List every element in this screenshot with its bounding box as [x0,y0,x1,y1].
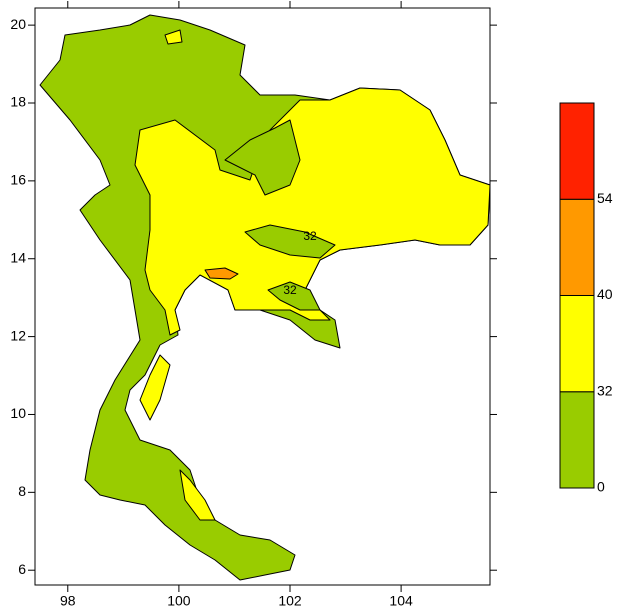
land-region [204,267,239,280]
colorbar-label: 40 [597,286,613,302]
land-region [139,354,171,421]
y-tick-label: 8 [18,483,26,499]
x-tick-label: 100 [167,593,191,609]
y-tick-label: 20 [10,16,26,32]
land-region [179,469,216,521]
colorbar-segment [559,391,595,489]
x-tick-label: 102 [278,593,302,609]
colorbar-segment [559,295,595,393]
x-tick-label: 104 [389,593,413,609]
land-region [164,29,183,45]
colorbar-label: 0 [597,479,605,495]
y-tick-label: 18 [10,94,26,110]
colorbar-label: 54 [597,190,613,206]
land-region [267,281,321,311]
land-region [224,119,301,196]
y-tick-label: 6 [18,561,26,577]
colorbar-label: 32 [597,382,613,398]
land-region [244,224,336,259]
contour-label: 32 [303,229,317,243]
contour-label: 32 [283,283,297,297]
y-tick-label: 16 [10,172,26,188]
y-tick-label: 12 [10,327,26,343]
colorbar-segment [559,102,595,200]
x-tick-label: 98 [60,593,76,609]
colorbar-segment [559,198,595,296]
y-tick-label: 14 [10,249,26,265]
y-tick-label: 10 [10,405,26,421]
